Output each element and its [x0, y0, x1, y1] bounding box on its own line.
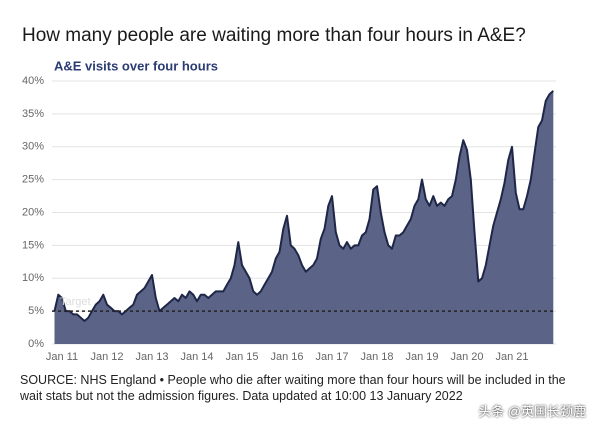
target-label: Target — [60, 296, 91, 308]
y-tick-label: 40% — [22, 75, 44, 87]
y-tick-label: 30% — [22, 141, 44, 153]
chart: How many people are waiting more than fo… — [22, 25, 556, 363]
y-tick-label: 15% — [22, 239, 44, 251]
area-fill — [54, 90, 554, 345]
source-note: SOURCE: NHS England • People who die aft… — [20, 373, 566, 403]
x-tick-label: Jan 21 — [495, 351, 528, 363]
chart-title: How many people are waiting more than fo… — [22, 25, 526, 46]
x-tick-label: Jan 19 — [405, 351, 438, 363]
y-tick-label: 25% — [22, 174, 44, 186]
x-tick-label: Jan 15 — [225, 351, 258, 363]
y-tick-label: 20% — [22, 206, 44, 218]
y-tick-label: 10% — [22, 272, 44, 284]
x-tick-label: Jan 12 — [90, 351, 123, 363]
y-tick-label: 5% — [28, 305, 44, 317]
x-tick-label: Jan 11 — [46, 351, 78, 363]
x-tick-label: Jan 14 — [180, 351, 213, 363]
x-tick-label: Jan 17 — [315, 351, 348, 363]
series-line — [53, 90, 554, 322]
watermark: 头条 @英国长颈鹿 — [478, 404, 586, 419]
x-tick-label: Jan 13 — [135, 351, 168, 363]
x-tick-label: Jan 18 — [360, 351, 393, 363]
x-tick-label: Jan 20 — [450, 351, 483, 363]
chart-subtitle: A&E visits over four hours — [54, 58, 218, 73]
y-tick-label: 35% — [22, 108, 44, 120]
y-tick-label: 0% — [28, 338, 44, 350]
x-tick-label: Jan 16 — [270, 351, 303, 363]
